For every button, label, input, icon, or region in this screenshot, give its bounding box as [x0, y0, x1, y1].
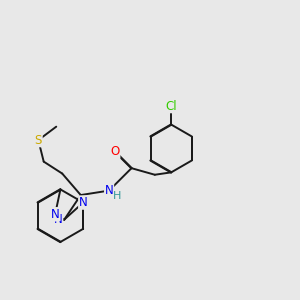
- Text: H: H: [113, 191, 122, 201]
- Text: N: N: [105, 184, 113, 197]
- Text: N: N: [51, 208, 59, 221]
- Text: N: N: [79, 196, 88, 209]
- Text: S: S: [34, 134, 42, 147]
- Text: Cl: Cl: [165, 100, 177, 112]
- Text: N: N: [54, 213, 63, 226]
- Text: O: O: [110, 145, 120, 158]
